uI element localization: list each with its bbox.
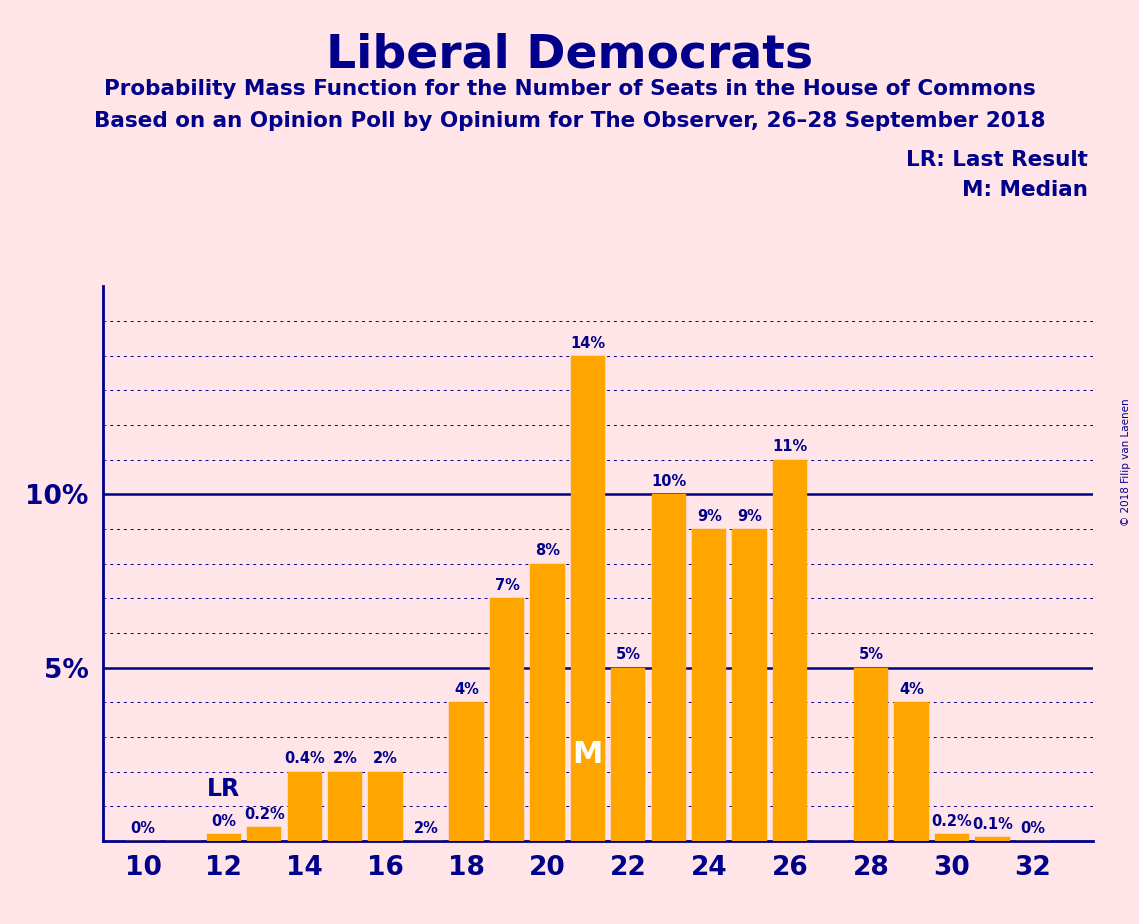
- Text: Liberal Democrats: Liberal Democrats: [326, 32, 813, 78]
- Text: 11%: 11%: [772, 440, 808, 455]
- Text: 8%: 8%: [535, 543, 560, 558]
- Bar: [531, 564, 565, 841]
- Text: 5%: 5%: [859, 648, 884, 663]
- Text: Based on an Opinion Poll by Opinium for The Observer, 26–28 September 2018: Based on an Opinion Poll by Opinium for …: [93, 111, 1046, 131]
- Text: 0.2%: 0.2%: [244, 807, 285, 821]
- Text: 2%: 2%: [333, 751, 358, 766]
- Text: 9%: 9%: [697, 509, 722, 524]
- Text: 0%: 0%: [131, 821, 155, 835]
- Bar: [693, 529, 727, 841]
- Bar: [571, 356, 605, 841]
- Text: © 2018 Filip van Laenen: © 2018 Filip van Laenen: [1121, 398, 1131, 526]
- Bar: [652, 494, 686, 841]
- Text: 0.2%: 0.2%: [932, 814, 973, 829]
- Text: M: M: [573, 740, 603, 769]
- Bar: [732, 529, 767, 841]
- Text: 0%: 0%: [1021, 821, 1046, 835]
- Bar: [894, 702, 928, 841]
- Bar: [449, 702, 484, 841]
- Text: 4%: 4%: [454, 682, 480, 697]
- Text: 9%: 9%: [737, 509, 762, 524]
- Bar: [773, 460, 808, 841]
- Text: 0%: 0%: [212, 814, 237, 829]
- Text: LR: LR: [207, 777, 240, 801]
- Bar: [368, 772, 403, 841]
- Text: 0.4%: 0.4%: [285, 751, 325, 766]
- Bar: [328, 772, 362, 841]
- Bar: [287, 772, 322, 841]
- Text: 4%: 4%: [899, 682, 924, 697]
- Text: 0.1%: 0.1%: [972, 817, 1013, 833]
- Text: M: Median: M: Median: [961, 180, 1088, 201]
- Text: 14%: 14%: [571, 335, 606, 350]
- Text: 2%: 2%: [413, 821, 439, 835]
- Text: 2%: 2%: [374, 751, 398, 766]
- Bar: [935, 833, 969, 841]
- Text: 7%: 7%: [494, 578, 519, 593]
- Bar: [612, 667, 646, 841]
- Text: 5%: 5%: [616, 648, 641, 663]
- Text: Probability Mass Function for the Number of Seats in the House of Commons: Probability Mass Function for the Number…: [104, 79, 1035, 99]
- Text: LR: Last Result: LR: Last Result: [906, 150, 1088, 170]
- Bar: [490, 599, 524, 841]
- Bar: [206, 833, 241, 841]
- Bar: [854, 667, 888, 841]
- Bar: [975, 837, 1009, 841]
- Bar: [247, 827, 281, 841]
- Text: 10%: 10%: [652, 474, 687, 489]
